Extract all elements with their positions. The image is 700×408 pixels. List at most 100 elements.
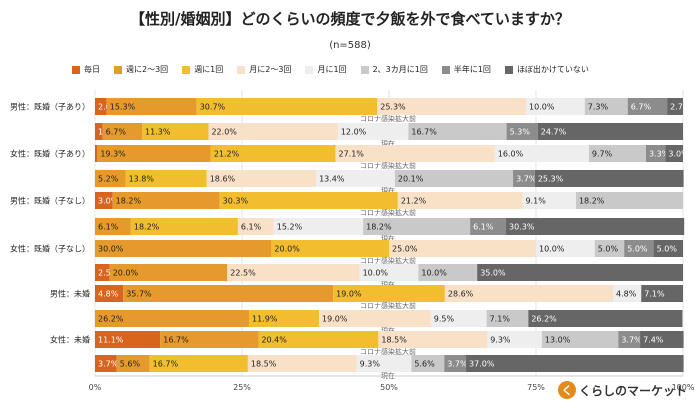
- category-label: 男性：既婚（子なし）: [10, 196, 90, 206]
- bar-segment: [444, 355, 467, 372]
- legend-swatch: [360, 65, 369, 74]
- bar-segment: [534, 170, 684, 187]
- legend-item: ほぼ出かけていない: [504, 64, 589, 75]
- legend-item: 週に1回: [182, 64, 223, 75]
- data-label: 35.0%: [480, 269, 506, 278]
- period-label: 現在: [381, 280, 395, 289]
- data-label: 15.3%: [110, 103, 136, 112]
- legend-swatch: [237, 65, 246, 74]
- data-label: 7.3%: [588, 103, 609, 112]
- bar-segment: [486, 310, 529, 327]
- data-label: 11.1%: [98, 336, 124, 345]
- legend-swatch: [182, 65, 191, 74]
- legend-label: 月に2～3回: [249, 65, 292, 74]
- data-label: 15.2%: [277, 223, 303, 232]
- data-label: 21.2%: [401, 197, 427, 206]
- bar-segment: [575, 192, 683, 209]
- bar-segment: [537, 123, 683, 140]
- bar-segment: [640, 331, 684, 348]
- x-tick-label: 100%: [672, 383, 695, 392]
- data-label: 3.3%: [649, 150, 670, 159]
- bar-segment: [95, 285, 124, 302]
- data-label: 11.9%: [252, 315, 278, 324]
- legend-swatch: [114, 65, 122, 74]
- bar-segment: [196, 98, 378, 115]
- data-label: 3.7%: [621, 336, 642, 345]
- period-label: コロナ感染拡大前: [360, 208, 416, 217]
- bar-segment: [477, 264, 683, 281]
- data-label: 6.1%: [241, 223, 262, 232]
- data-label: 3.7%: [516, 175, 537, 184]
- bar-segment: [142, 123, 209, 140]
- data-label: 4.8%: [98, 290, 119, 299]
- bar-segment: [466, 355, 684, 372]
- data-label: 18.2%: [116, 197, 142, 206]
- data-label: 16.7%: [153, 360, 179, 369]
- data-label: 11.3%: [145, 128, 171, 137]
- data-label: 27.1%: [338, 150, 364, 159]
- data-label: 19.3%: [100, 150, 126, 159]
- period-label: コロナ感染拡大前: [360, 256, 416, 265]
- data-label: 30.0%: [98, 245, 124, 254]
- bar-segment: [594, 240, 625, 257]
- period-label: 現在: [381, 371, 395, 380]
- bar-segment: [356, 355, 412, 372]
- bar-segment: [665, 145, 683, 162]
- legend-swatch: [441, 65, 450, 74]
- bar-segment: [541, 331, 619, 348]
- legend-item: 毎日: [72, 64, 100, 75]
- period-label: コロナ感染拡大前: [360, 161, 416, 170]
- data-label: 6.1%: [98, 223, 119, 232]
- bar-segment: [95, 355, 117, 372]
- data-label: 7.1%: [644, 290, 665, 299]
- bar-segment: [378, 331, 488, 348]
- data-label: 19.0%: [336, 290, 362, 299]
- bar-segment: [237, 218, 274, 235]
- legend-label: 毎日: [84, 65, 100, 74]
- bar-segment: [506, 218, 685, 235]
- data-label: 9.3%: [360, 360, 381, 369]
- data-label: 12.0%: [341, 128, 367, 137]
- period-label: 現在: [381, 186, 395, 195]
- period-label: 現在: [381, 139, 395, 148]
- bar-segment: [359, 264, 419, 281]
- data-label: 4.8%: [616, 290, 637, 299]
- legend-item: 2、3カ月に1回: [360, 64, 428, 75]
- bar-segment: [123, 285, 334, 302]
- bar-segment: [335, 145, 495, 162]
- data-label: 7.1%: [490, 315, 511, 324]
- data-label: 6.7%: [106, 128, 127, 137]
- bar-segment: [258, 331, 379, 348]
- data-label: 20.0%: [274, 245, 300, 254]
- legend-label: 月に1回: [317, 65, 347, 74]
- bar-segment: [337, 123, 409, 140]
- data-label: 5.0%: [657, 245, 678, 254]
- data-label: 20.1%: [398, 175, 424, 184]
- bar-segment: [95, 264, 110, 281]
- data-label: 30.3%: [223, 197, 249, 206]
- legend-swatch: [72, 65, 80, 74]
- category-label: 男性：未婚: [50, 289, 90, 299]
- bar-segment: [273, 218, 364, 235]
- legend-label: ほぼ出かけていない: [516, 65, 589, 74]
- x-tick-label: 0%: [89, 383, 102, 392]
- period-label: コロナ感染拡大前: [360, 347, 416, 356]
- category-label: 女性：未婚: [50, 335, 90, 345]
- data-label: 18.2%: [366, 223, 392, 232]
- legend-swatch: [305, 65, 314, 74]
- data-label: 21.2%: [214, 150, 240, 159]
- legend-label: 週に1回: [194, 65, 224, 74]
- bar-segment: [397, 192, 523, 209]
- data-label: 5.6%: [414, 360, 435, 369]
- bar-segment: [95, 98, 107, 115]
- bar-segment: [97, 145, 211, 162]
- bar-segment: [95, 192, 113, 209]
- data-label: 2.7%: [670, 103, 691, 112]
- category-label: 女性：既婚（子あり）: [10, 149, 90, 159]
- bar-segment: [208, 123, 338, 140]
- bar-segment: [627, 98, 668, 115]
- bar-segment: [653, 240, 683, 257]
- data-label: 16.7%: [163, 336, 189, 345]
- bar-segment: [506, 123, 538, 140]
